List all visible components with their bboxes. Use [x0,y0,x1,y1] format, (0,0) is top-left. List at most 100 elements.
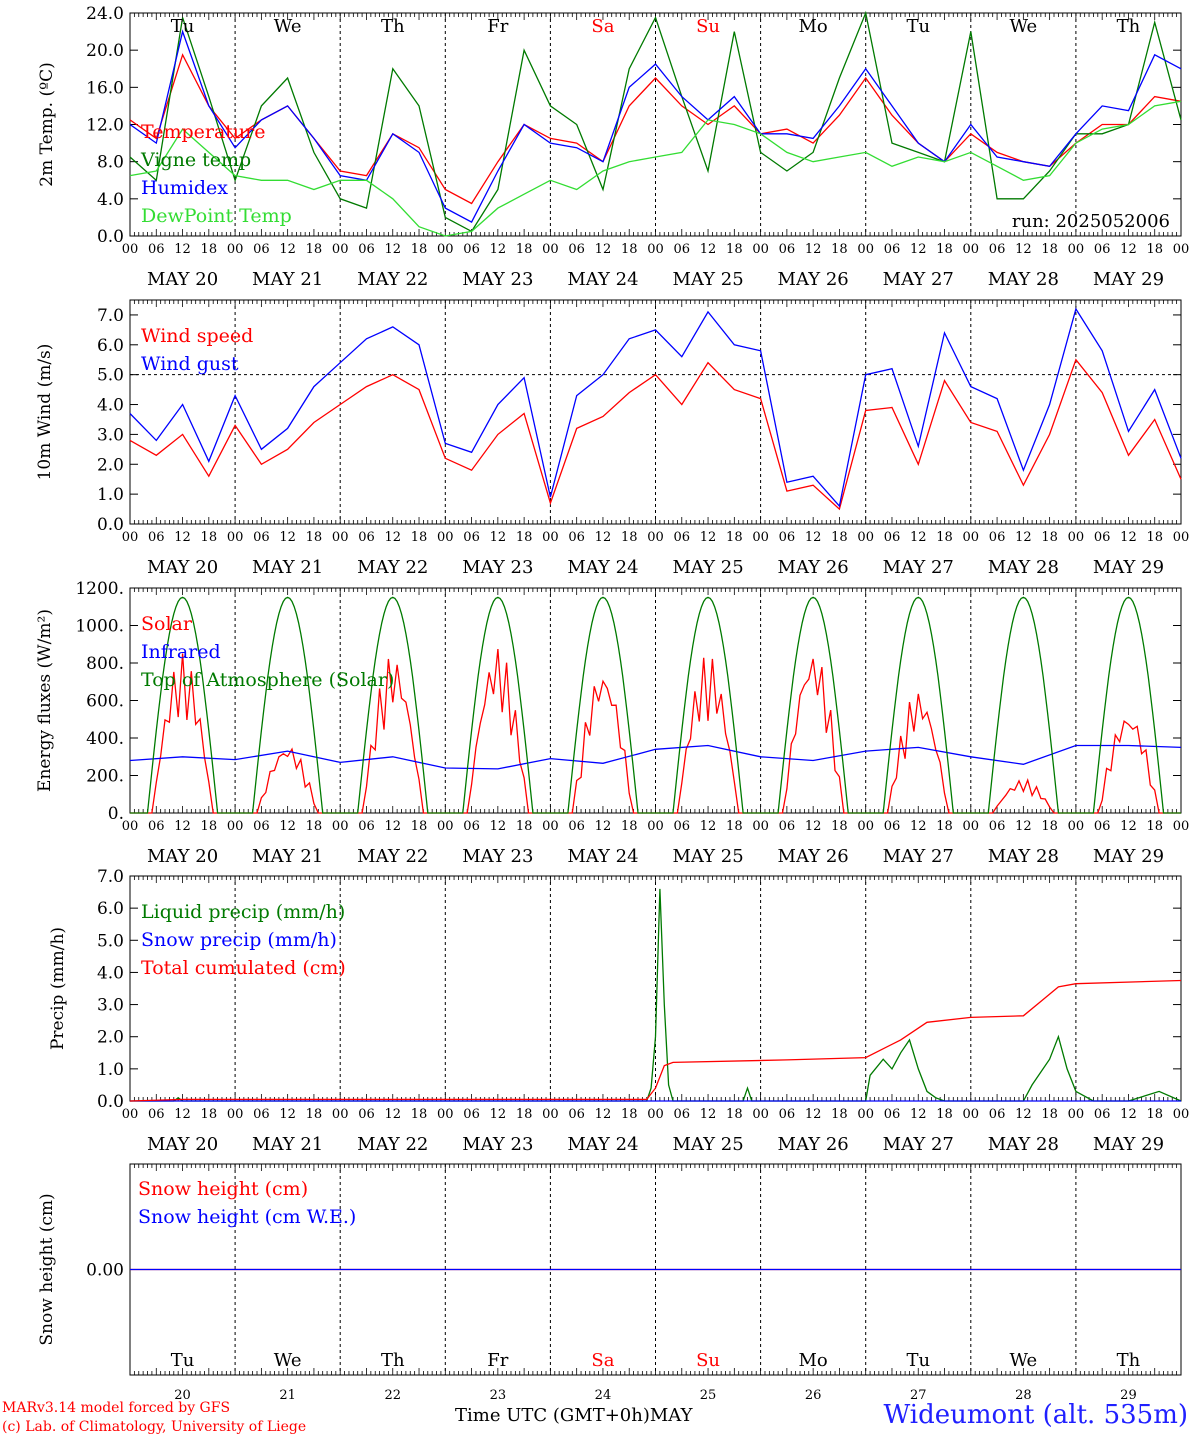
y-tick-label: 400. [86,729,124,749]
panel-2 [129,299,1182,525]
panel-frame [129,299,1182,525]
y-tick-label: 12.0 [86,116,124,136]
hour-tick-label: 00 [332,530,349,545]
date-label: MAY 24 [567,557,638,578]
hour-tick-label: 00 [122,530,139,545]
y-tick-label: 0.0 [97,1092,124,1112]
day-number: 23 [490,1388,507,1403]
hour-tick-label: 06 [358,242,375,257]
hour-tick-label: 12 [490,1107,507,1122]
hour-tick-label: 12 [174,530,191,545]
hour-tick-label: 06 [568,530,585,545]
date-label: MAY 21 [252,557,323,578]
hour-tick-label: 06 [989,242,1006,257]
day-label-top: Tu [171,16,195,37]
y-tick-label: 0.0 [97,227,124,247]
day-label-top: Th [381,16,405,37]
day-number: 28 [1015,1388,1032,1403]
hour-tick-label: 18 [831,1107,848,1122]
hour-tick-label: 18 [726,530,743,545]
hour-tick-label: 00 [647,1107,664,1122]
hour-tick-label: 18 [831,530,848,545]
hour-tick-label: 12 [490,242,507,257]
hour-tick-label: 12 [384,819,401,834]
hour-tick-label: 06 [148,242,165,257]
hour-tick-label: 12 [174,1107,191,1122]
hour-tick-label: 06 [989,1107,1006,1122]
hour-tick-label: 18 [306,819,323,834]
hour-tick-label: 06 [1094,530,1111,545]
hour-tick-label: 00 [332,242,349,257]
y-axis-label: 10m Wind (m/s) [35,344,55,481]
hour-tick-label: 06 [1094,819,1111,834]
legend-entry: Snow height (cm W.E.) [138,1206,356,1228]
hour-tick-label: 00 [122,819,139,834]
hour-tick-label: 06 [779,530,796,545]
hour-tick-label: 18 [516,242,533,257]
hour-tick-label: 12 [384,242,401,257]
hour-tick-label: 12 [1120,530,1137,545]
y-axis-label: 2m Temp. (ºC) [37,62,57,187]
hour-tick-label: 00 [963,242,980,257]
hour-tick-label: 18 [1041,242,1058,257]
hour-tick-label: 18 [936,1107,953,1122]
hour-tick-label: 06 [779,242,796,257]
y-tick-label: 24.0 [86,4,124,24]
date-label: MAY 24 [567,846,638,867]
hour-tick-label: 00 [1068,1107,1085,1122]
hour-tick-label: 00 [122,242,139,257]
date-label: MAY 27 [883,846,954,867]
hour-tick-label: 18 [831,819,848,834]
hour-tick-label: 12 [595,242,612,257]
day-label-bottom: We [274,1350,302,1371]
y-tick-label: 4.0 [97,190,124,210]
y-tick-label: 4.0 [97,963,124,983]
hour-tick-label: 00 [752,530,769,545]
legend-entry: Snow height (cm) [138,1178,308,1200]
hour-tick-label: 06 [884,1107,901,1122]
hour-tick-label: 00 [332,819,349,834]
hour-tick-label: 12 [805,530,822,545]
day-label-top: We [1010,16,1038,37]
date-label: MAY 23 [462,269,533,290]
date-label: MAY 22 [357,1134,428,1155]
hour-tick-label: 18 [1041,819,1058,834]
day-number: 26 [805,1388,822,1403]
hour-tick-label: 00 [227,819,244,834]
y-axis-label: Energy fluxes (W/m²) [35,609,55,792]
hour-tick-label: 18 [411,819,428,834]
day-number: 27 [910,1388,927,1403]
date-label: MAY 20 [147,269,218,290]
hour-tick-label: 12 [490,530,507,545]
hour-tick-label: 00 [752,242,769,257]
hour-tick-label: 18 [621,530,638,545]
day-label-top: Fr [487,16,508,37]
date-label: MAY 21 [252,846,323,867]
hour-tick-label: 18 [516,819,533,834]
day-label-bottom: Su [696,1350,720,1371]
y-tick-label: 5.0 [97,366,124,386]
hour-tick-label: 00 [963,819,980,834]
hour-tick-label: 00 [332,1107,349,1122]
y-tick-label: 1000. [75,617,124,637]
legend-entry: Humidex [141,177,228,199]
hour-tick-label: 18 [306,530,323,545]
date-label: MAY 29 [1093,1134,1164,1155]
month-label: MAY [649,1405,693,1426]
day-number: 22 [384,1388,401,1403]
hour-tick-label: 06 [1094,1107,1111,1122]
hour-tick-label: 18 [1041,530,1058,545]
day-number: 25 [700,1388,717,1403]
date-label: MAY 23 [462,846,533,867]
hour-tick-label: 18 [726,242,743,257]
day-number: 20 [174,1388,191,1403]
legend-entry: Temperature [141,121,265,143]
hour-tick-label: 12 [1120,1107,1137,1122]
hour-tick-label: 06 [148,819,165,834]
hour-tick-label: 00 [647,530,664,545]
hour-tick-label: 18 [936,530,953,545]
y-tick-label: 800. [86,654,124,674]
date-label: MAY 21 [252,1134,323,1155]
hour-tick-label: 18 [411,242,428,257]
day-label-top: We [274,16,302,37]
